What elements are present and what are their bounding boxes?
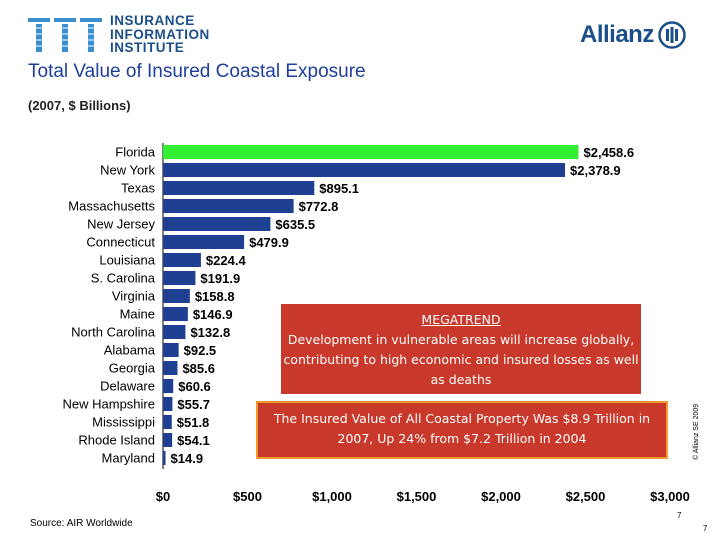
x-tick-label: $2,500 xyxy=(566,489,606,504)
bar-massachusetts xyxy=(163,199,294,213)
value-label: $146.9 xyxy=(193,307,233,322)
value-label: $479.9 xyxy=(249,235,289,250)
x-tick-label: $1,000 xyxy=(312,489,352,504)
category-label: Rhode Island xyxy=(78,433,155,448)
category-label: Delaware xyxy=(100,379,155,394)
x-tick-label: $1,500 xyxy=(397,489,437,504)
logo-line-3: INSTITUTE xyxy=(110,40,185,55)
bar-new-jersey xyxy=(163,217,271,231)
megatrend-text: Development in vulnerable areas will inc… xyxy=(283,332,639,387)
value-label: $2,458.6 xyxy=(584,145,635,160)
value-label: $54.1 xyxy=(177,433,210,448)
logo-line-2: INFORMATION xyxy=(110,26,210,42)
coastal-value-text: The Insured Value of All Coastal Propert… xyxy=(273,411,651,446)
value-label: $92.5 xyxy=(184,343,217,358)
bar-new-york xyxy=(163,163,566,177)
category-label: Alabama xyxy=(104,343,156,358)
copyright-notice: © Allianz SE 2009 xyxy=(693,403,700,460)
x-tick-label: $2,000 xyxy=(481,489,521,504)
category-label: North Carolina xyxy=(71,325,156,340)
value-label: $158.8 xyxy=(195,289,235,304)
category-label: Texas xyxy=(121,181,155,196)
bar-delaware xyxy=(163,379,174,393)
category-label: Maryland xyxy=(102,451,155,466)
bar-georgia xyxy=(163,361,178,375)
iii-logo-icon xyxy=(26,14,106,56)
page-number-corner: 7 xyxy=(703,524,708,533)
bar-new-hampshire xyxy=(163,397,173,411)
bar-s-carolina xyxy=(163,271,196,285)
value-label: $895.1 xyxy=(319,181,359,196)
source-note: Source: AIR Worldwide xyxy=(30,518,133,529)
category-label: New York xyxy=(100,163,155,178)
category-label: Florida xyxy=(115,145,156,160)
category-label: Virginia xyxy=(112,289,156,304)
megatrend-heading: MEGATREND xyxy=(421,312,501,327)
category-label: New Jersey xyxy=(87,217,155,232)
category-label: Connecticut xyxy=(86,235,155,250)
category-label: Louisiana xyxy=(99,253,155,268)
category-label: Georgia xyxy=(109,361,156,376)
value-label: $60.6 xyxy=(178,379,211,394)
value-label: $2,378.9 xyxy=(570,163,621,178)
iii-logo-text: INSURANCE INFORMATION INSTITUTE xyxy=(110,14,210,55)
value-label: $191.9 xyxy=(200,271,240,286)
category-label: Mississippi xyxy=(92,415,155,430)
value-label: $55.7 xyxy=(177,397,210,412)
bar-mississippi xyxy=(163,415,172,429)
bar-texas xyxy=(163,181,315,195)
x-tick-label: $0 xyxy=(156,489,170,504)
category-label: Massachusetts xyxy=(68,199,155,214)
x-tick-label: $3,000 xyxy=(650,489,690,504)
bar-north-carolina xyxy=(163,325,186,339)
bar-virginia xyxy=(163,289,190,303)
allianz-logo: Allianz xyxy=(580,20,686,50)
category-label: Maine xyxy=(120,307,155,322)
bar-florida xyxy=(163,145,579,159)
chart-subtitle: (2007, $ Billions) xyxy=(28,98,131,113)
value-label: $224.4 xyxy=(206,253,247,268)
bar-louisiana xyxy=(163,253,201,267)
value-label: $85.6 xyxy=(182,361,215,376)
bar-maine xyxy=(163,307,188,321)
bar-rhode-island xyxy=(163,433,173,447)
x-tick-label: $500 xyxy=(233,489,262,504)
megatrend-callout: MEGATREND Development in vulnerable area… xyxy=(281,304,641,394)
value-label: $772.8 xyxy=(299,199,339,214)
value-label: $14.9 xyxy=(171,451,204,466)
page-title: Total Value of Insured Coastal Exposure xyxy=(28,61,366,82)
bar-alabama xyxy=(163,343,179,357)
bar-connecticut xyxy=(163,235,245,249)
value-label: $132.8 xyxy=(190,325,230,340)
value-label: $635.5 xyxy=(275,217,315,232)
bar-maryland xyxy=(163,451,166,465)
category-label: S. Carolina xyxy=(91,271,156,286)
value-label: $51.8 xyxy=(177,415,210,430)
page-number: 7 xyxy=(677,511,682,520)
allianz-logo-text: Allianz xyxy=(580,21,654,48)
coastal-value-callout: The Insured Value of All Coastal Propert… xyxy=(256,401,668,459)
category-label: New Hampshire xyxy=(63,397,155,412)
allianz-eagle-icon xyxy=(658,21,686,49)
logo-line-1: INSURANCE xyxy=(110,13,195,28)
